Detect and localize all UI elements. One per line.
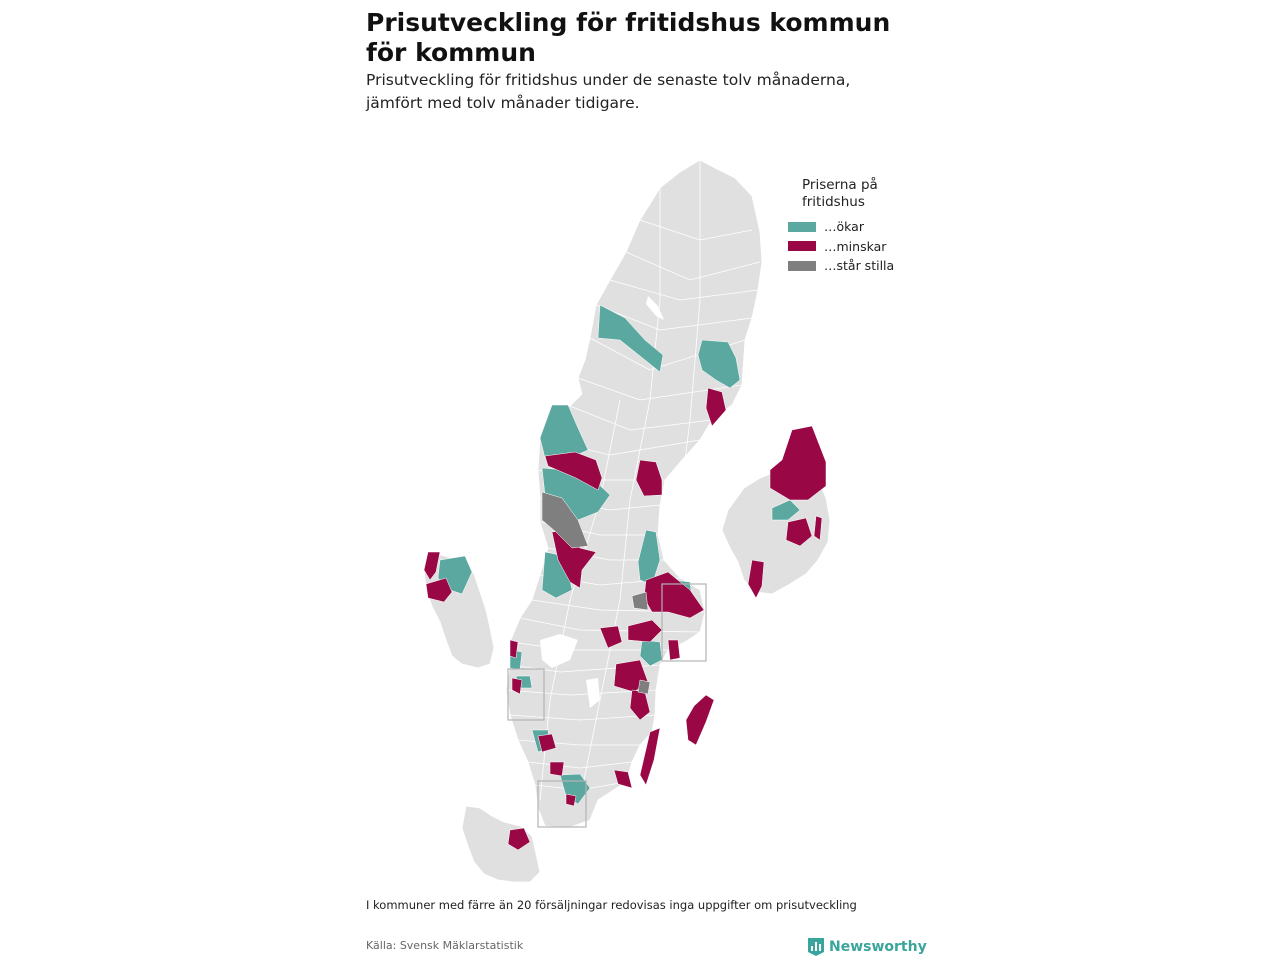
newsworthy-logo[interactable]: Newsworthy bbox=[807, 937, 927, 957]
municipality-increase bbox=[697, 339, 741, 389]
municipality-decrease bbox=[667, 639, 681, 661]
legend-label-decrease: …minskar bbox=[824, 238, 887, 254]
legend-swatch-increase bbox=[788, 221, 816, 232]
municipality-decrease bbox=[599, 625, 623, 649]
municipality-decrease bbox=[785, 517, 813, 547]
chart-title: Prisutveckling för fritidshus kommun för… bbox=[366, 8, 891, 67]
municipality-decrease bbox=[635, 459, 663, 497]
legend-swatch-unchanged bbox=[788, 260, 816, 271]
municipality-decrease bbox=[705, 387, 727, 427]
legend-label-increase: …ökar bbox=[824, 219, 864, 235]
inset-frame-stockholm bbox=[661, 583, 707, 662]
footnote: I kommuner med färre än 20 försäljningar… bbox=[366, 898, 857, 912]
municipality-decrease bbox=[813, 515, 823, 541]
municipalities-decrease bbox=[423, 387, 827, 851]
legend-title: Priserna på fritidshus bbox=[802, 177, 878, 210]
municipality-decrease bbox=[549, 761, 565, 777]
legend-item-decrease: …minskar bbox=[788, 237, 932, 257]
map-legend: Priserna på fritidshus …ökar …minskar …s… bbox=[788, 177, 932, 276]
legend-label-unchanged: …står stilla bbox=[824, 258, 895, 274]
municipality-decrease bbox=[627, 619, 663, 643]
municipality-decrease bbox=[639, 727, 661, 786]
municipality-decrease bbox=[537, 733, 557, 753]
legend-item-unchanged: …står stilla bbox=[788, 256, 932, 276]
municipality-decrease bbox=[511, 677, 523, 695]
municipality-decrease bbox=[423, 551, 441, 581]
municipality-increase bbox=[597, 304, 664, 373]
municipality-increase bbox=[771, 499, 801, 521]
municipality-increase bbox=[639, 639, 663, 667]
municipality-unchanged bbox=[637, 679, 651, 695]
municipality-unchanged bbox=[541, 491, 589, 549]
municipality-decrease bbox=[507, 827, 531, 851]
map-base-inset-south bbox=[461, 805, 541, 883]
municipality-decrease bbox=[544, 451, 603, 491]
municipality-decrease bbox=[425, 577, 453, 603]
lake-details bbox=[540, 296, 664, 708]
municipality-decrease bbox=[565, 793, 577, 807]
municipality-decrease bbox=[613, 769, 633, 789]
legend-item-increase: …ökar bbox=[788, 217, 932, 237]
bar-chart-icon bbox=[808, 938, 824, 956]
inset-frame-malmo bbox=[537, 780, 587, 828]
municipality-decrease bbox=[769, 425, 827, 501]
source-credit: Källa: Svensk Mäklarstatistik bbox=[366, 939, 524, 952]
municipalities-unchanged bbox=[541, 491, 651, 695]
inset-frame-gothenburg bbox=[507, 668, 545, 721]
municipality-decrease bbox=[509, 639, 519, 659]
municipality-decrease bbox=[685, 694, 715, 746]
legend-swatch-decrease bbox=[788, 241, 816, 252]
chart-subtitle: Prisutveckling för fritidshus under de s… bbox=[366, 71, 851, 112]
municipality-decrease bbox=[747, 559, 765, 599]
brand-name: Newsworthy bbox=[829, 939, 927, 955]
municipality-unchanged bbox=[631, 591, 649, 611]
